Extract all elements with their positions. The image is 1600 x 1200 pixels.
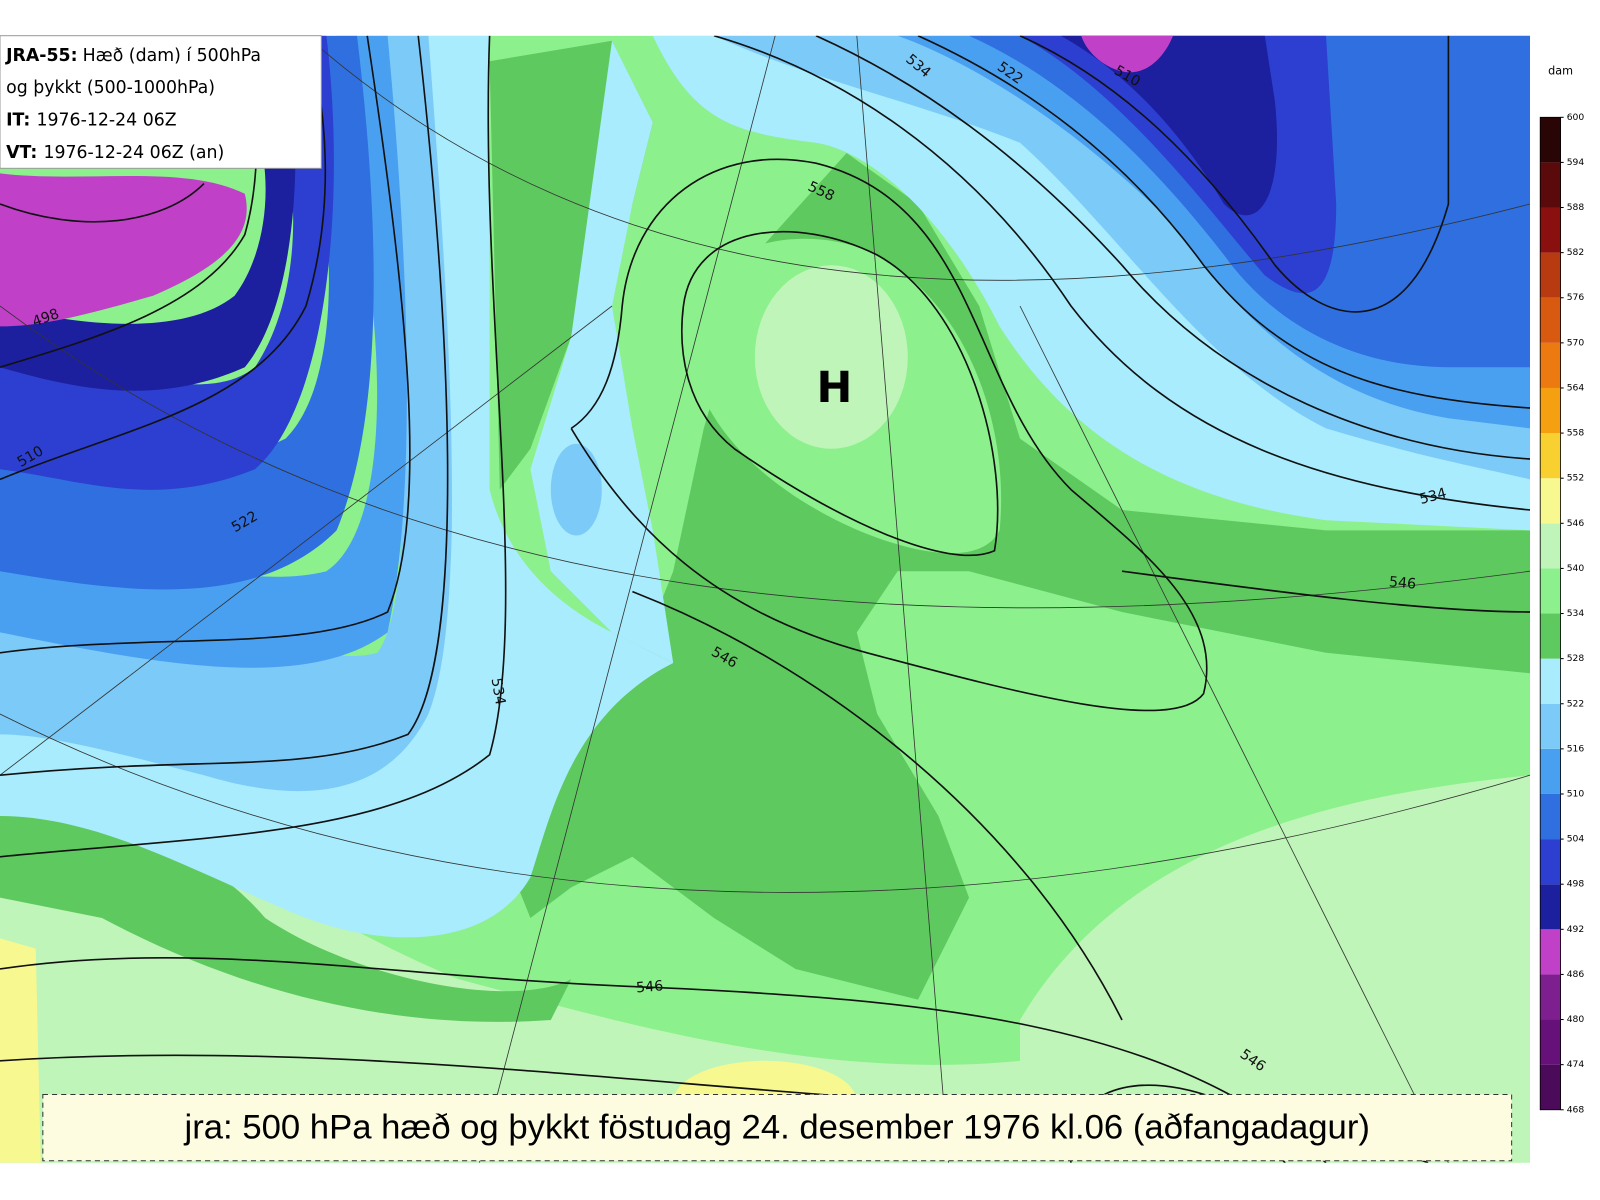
contour-label: 534 bbox=[488, 677, 508, 707]
graticule bbox=[0, 35, 1530, 1163]
colorbar-segment bbox=[1540, 839, 1561, 885]
colorbar-tick-label: 588 bbox=[1567, 202, 1585, 213]
legend-background bbox=[0, 35, 322, 169]
colorbar-tick-label: 534 bbox=[1567, 608, 1585, 619]
legend-text: 1976-12-24 06Z (an) bbox=[43, 143, 224, 163]
caption-box: jra: 500 hPa hæð og þykkt föstudag 24. d… bbox=[42, 1093, 1513, 1162]
colorbar-tick-label: 552 bbox=[1567, 473, 1585, 484]
colorbar-segment bbox=[1540, 613, 1561, 659]
contour-label: 546 bbox=[1388, 574, 1417, 592]
colorbar-segment bbox=[1540, 117, 1561, 163]
colorbar-tick-label: 498 bbox=[1567, 879, 1585, 890]
colorbar-tick-label: 522 bbox=[1567, 698, 1585, 709]
colorbar-tick-label: 486 bbox=[1567, 969, 1585, 980]
field-pale bbox=[754, 265, 908, 449]
legend-line: JRA-55: Hæð (dam) í 500hPa bbox=[5, 46, 261, 66]
colorbar-segment bbox=[1540, 523, 1561, 569]
colorbar-segment bbox=[1540, 793, 1561, 840]
legend-box: JRA-55: Hæð (dam) í 500hPa og þykkt (500-… bbox=[0, 35, 322, 169]
legend-label: IT: bbox=[6, 110, 30, 130]
colorbar-tick-label: 582 bbox=[1567, 247, 1585, 258]
colorbar-segment bbox=[1540, 929, 1561, 975]
colorbar-segment bbox=[1540, 703, 1561, 749]
field-green bbox=[0, 795, 572, 1022]
colorbar-tick-label: 570 bbox=[1567, 337, 1585, 348]
colorbar-segment bbox=[1540, 974, 1561, 1020]
contour-label: 534 bbox=[1418, 485, 1448, 508]
colorbar-tick-label: 528 bbox=[1567, 653, 1585, 664]
field-navy bbox=[1060, 35, 1278, 216]
colorbar-segment bbox=[1540, 1064, 1561, 1110]
colorbar-tick-label: 576 bbox=[1567, 292, 1585, 303]
caption: jra: 500 hPa hæð og þykkt föstudag 24. d… bbox=[184, 1108, 1370, 1146]
colorbar-tick-label: 474 bbox=[1567, 1059, 1585, 1070]
colorbar-segment bbox=[1540, 342, 1561, 388]
colorbar-segment bbox=[1540, 478, 1561, 524]
field-magenta bbox=[0, 173, 247, 327]
colorbar-segment bbox=[1540, 297, 1561, 343]
colorbar-tick-label: 546 bbox=[1567, 518, 1585, 529]
colorbar-segment bbox=[1540, 207, 1561, 253]
colorbar-segment bbox=[1540, 162, 1561, 208]
colorbar-tick-label: 480 bbox=[1567, 1014, 1585, 1025]
colorbar-segment bbox=[1540, 884, 1561, 930]
field-yellow bbox=[0, 938, 41, 1163]
colorbar-segment bbox=[1540, 387, 1561, 434]
caption-background bbox=[42, 1093, 1513, 1162]
colorbar-tick-label: 540 bbox=[1567, 563, 1585, 574]
field-pale bbox=[1019, 775, 1530, 1163]
colorbar-tick-label: 558 bbox=[1567, 428, 1585, 439]
colorbar-tick-label: 492 bbox=[1567, 924, 1585, 935]
contour-label: 546 bbox=[635, 978, 664, 996]
colorbar-tick-label: 516 bbox=[1567, 743, 1585, 754]
legend-text: Hæð (dam) í 500hPa bbox=[83, 46, 261, 66]
colorbar-segment bbox=[1540, 252, 1561, 298]
field-blue bbox=[550, 443, 602, 536]
high-label: H bbox=[816, 363, 852, 413]
colorbar-unit: dam bbox=[1548, 64, 1573, 77]
colorbar-segment bbox=[1540, 1019, 1561, 1065]
colorbar-tick-label: 564 bbox=[1567, 382, 1585, 393]
colorbar-segment bbox=[1540, 568, 1561, 614]
colorbar-tick-label: 594 bbox=[1567, 157, 1585, 168]
legend-line: IT: 1976-12-24 06Z bbox=[6, 110, 177, 130]
colorbar: dam 468 474 480 486 492 498 504 510 516 522 528 534… bbox=[1539, 64, 1585, 1115]
contours bbox=[0, 35, 1530, 1163]
legend-text: og þykkt (500-1000hPa) bbox=[6, 78, 215, 98]
colorbar-tick-label: 468 bbox=[1567, 1104, 1585, 1115]
colorbar-tick-label: 600 bbox=[1567, 112, 1585, 123]
legend-model: JRA-55: bbox=[5, 46, 77, 66]
field-blue bbox=[0, 35, 407, 668]
colorbar-tick-label: 510 bbox=[1567, 788, 1585, 799]
colorbar-segment bbox=[1540, 433, 1561, 479]
colorbar-segment bbox=[1540, 748, 1561, 794]
colorbar-segment bbox=[1540, 658, 1561, 704]
legend-text: 1976-12-24 06Z bbox=[36, 110, 176, 130]
colorbar-tick-label: 504 bbox=[1567, 834, 1585, 845]
legend-line: VT: 1976-12-24 06Z (an) bbox=[6, 143, 224, 163]
legend-label: VT: bbox=[6, 143, 37, 163]
field-magenta bbox=[1081, 35, 1173, 73]
